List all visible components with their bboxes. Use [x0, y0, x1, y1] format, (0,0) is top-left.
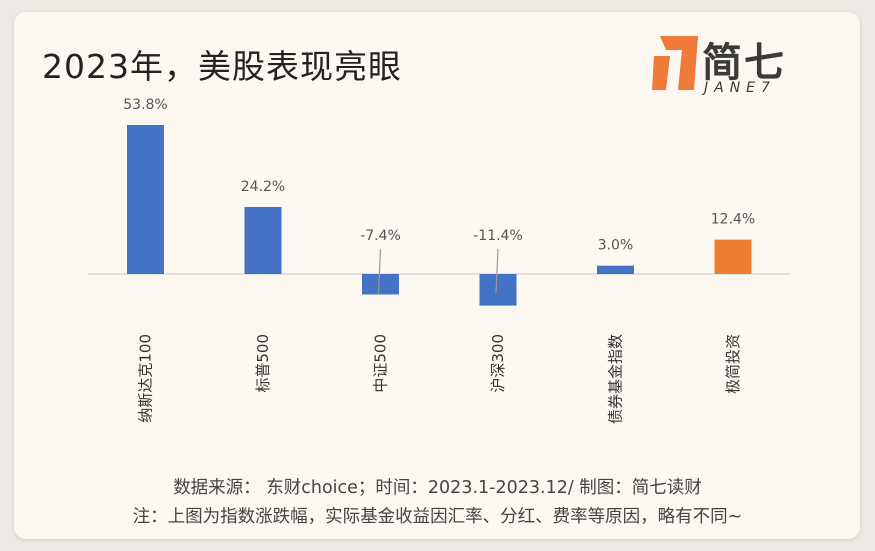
bar-1 — [127, 125, 164, 274]
logo-text: 简七 — [702, 40, 786, 86]
data-source-text: 数据来源： 东财choice；时间：2023.1-2023.12/ 制图：简七读… — [173, 478, 702, 498]
data-label-1: 53.8% — [123, 97, 167, 113]
bar-3 — [362, 274, 399, 295]
footnote-text: 注：上图为指数涨跌幅，实际基金收益因汇率、分红、费率等原因，略有不同~ — [132, 507, 743, 527]
data-label-2: 24.2% — [241, 179, 285, 195]
bar-2 — [244, 206, 282, 274]
data-label-3: -7.4% — [360, 228, 401, 244]
data-label-4: -11.4% — [473, 228, 523, 244]
bar-6 — [714, 239, 752, 274]
category-label-3: 中证500 — [372, 334, 390, 393]
chart-card — [14, 12, 860, 539]
category-label-1: 纳斯达克100 — [137, 334, 155, 423]
data-label-5: 3.0% — [598, 238, 634, 254]
logo-mark-icon — [652, 36, 698, 90]
data-label-6: 12.4% — [711, 212, 755, 228]
category-label-2: 标普500 — [254, 334, 272, 393]
category-label-4: 沪深300 — [489, 334, 507, 393]
category-label-5: 债券基金指数 — [607, 334, 625, 424]
logo-subtext: JANE7 — [704, 80, 776, 96]
brand-logo: 简七 JANE7 — [652, 28, 827, 100]
page-title: 2023年，美股表现亮眼 — [42, 47, 402, 86]
label-leader-line-4 — [495, 248, 499, 294]
bar-5 — [597, 265, 634, 274]
category-label-6: 极简投资 — [724, 334, 742, 394]
label-leader-line-3 — [377, 248, 382, 294]
bar-4 — [479, 274, 517, 306]
